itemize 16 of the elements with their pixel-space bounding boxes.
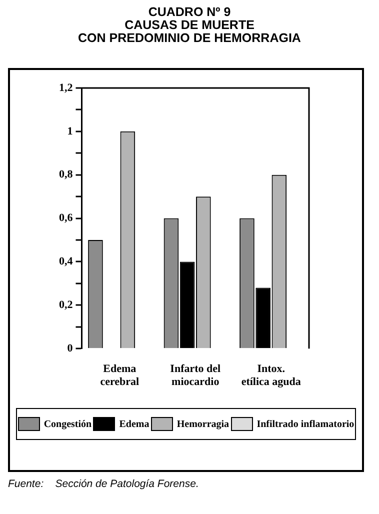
y-tick-label: 0,4 — [59, 256, 74, 268]
x-tick-label: Edema cerebral — [100, 363, 140, 388]
chart-title: CUADRO Nº 9 CAUSAS DE MUERTE CON PREDOMINIO DE HEMORRAGIA — [77, 5, 302, 45]
legend-label: Hemorragia — [176, 418, 230, 430]
y-tick-label: 0,6 — [59, 212, 74, 224]
y-tick-label: 0,2 — [59, 299, 74, 312]
legend-label: Congestión — [44, 418, 92, 430]
source-note: Fuente: Sección de Patología Forense. — [8, 478, 199, 490]
legend-label: Edema — [119, 418, 150, 430]
y-tick-label: 1 — [67, 125, 73, 138]
y-tick-label: 0 — [67, 342, 74, 354]
legend-label: Infiltrado inflamatorio — [256, 418, 354, 430]
y-tick-label: 0,8 — [59, 168, 74, 181]
x-tick-label: Intox. etílica aguda — [241, 363, 302, 388]
y-tick-label: 1,2 — [59, 82, 74, 94]
x-tick-label: Infarto del miocardio — [170, 363, 221, 388]
